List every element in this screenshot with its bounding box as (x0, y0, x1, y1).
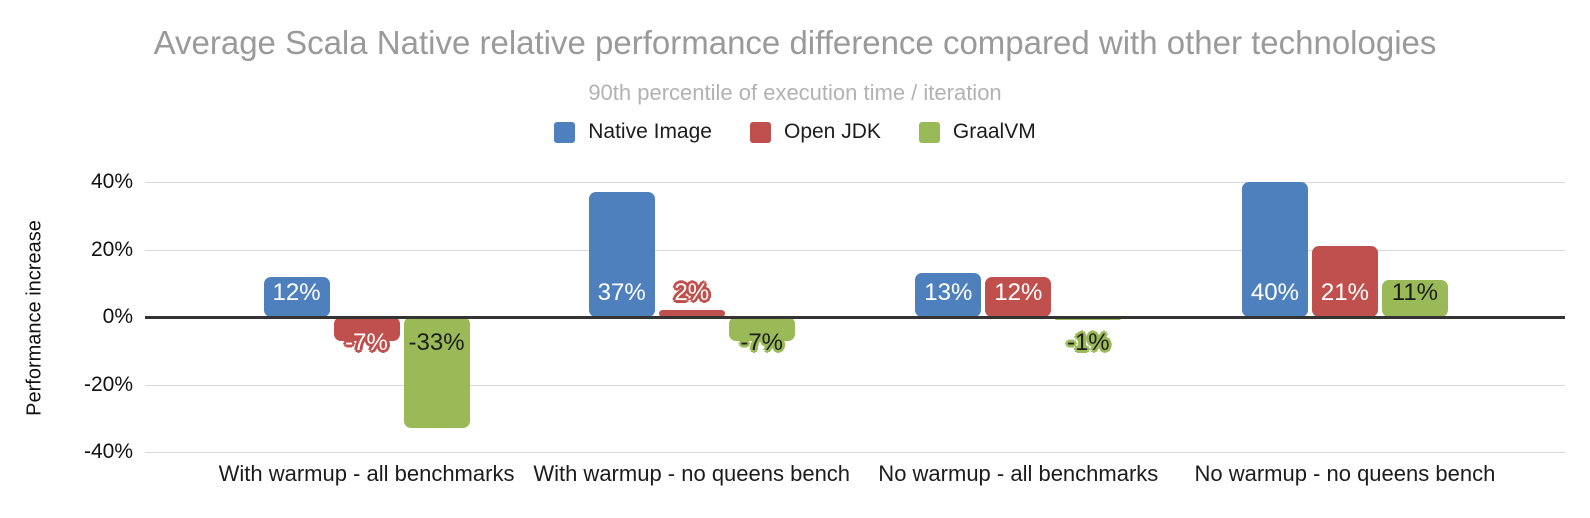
bar-group-0 (263, 182, 470, 453)
bar-slot (263, 182, 330, 453)
legend-item-2: GraalVM (918, 120, 1036, 144)
y-tick-label: 40% (90, 170, 133, 193)
bar-graalvm (728, 317, 795, 341)
bar-slot (588, 182, 655, 453)
plot-area: 40% 20% 0% -20% -40% 12% -7% -33% 37% 2% -7% 13% 12%… (84, 171, 1565, 463)
bar-value-label: 21% (1320, 279, 1369, 306)
bar-value-label: 12% (994, 279, 1043, 306)
bar-native-image (588, 192, 655, 317)
bar-graalvm (1381, 279, 1448, 317)
bar-value-label: 37% (597, 279, 646, 306)
legend-swatch-icon (554, 121, 576, 143)
bar-slot (658, 182, 725, 453)
bar-slot (915, 182, 982, 453)
chart-subtitle: 90th percentile of execution time / iter… (588, 80, 1002, 105)
bar-slot (985, 182, 1052, 453)
bar-open-jdk (658, 310, 725, 317)
x-category-label: With warmup - no queens bench (533, 461, 851, 486)
bar-slot (333, 182, 400, 453)
bar-value-label: -33% (408, 329, 465, 356)
bar-value-label: 40% (1250, 279, 1299, 306)
legend-item-0: Native Image (554, 120, 712, 144)
zero-axis-line (145, 316, 1565, 319)
bar-value-label: 12% (272, 279, 321, 306)
gridline (145, 385, 1565, 386)
bar-native-image (1241, 182, 1308, 317)
bar-open-jdk (333, 317, 400, 341)
gridline (145, 452, 1565, 453)
bar-value-label: -7% (345, 329, 388, 356)
bar-slot (728, 182, 795, 453)
legend-label: Open JDK (783, 120, 881, 143)
legend: Native Image Open JDK GraalVM (0, 120, 1590, 144)
legend-swatch-icon (749, 121, 771, 143)
bar-native-image (263, 276, 330, 317)
bar-slot (1381, 182, 1448, 453)
x-category-label: No warmup - all benchmarks (878, 461, 1159, 486)
bar-slot (1311, 182, 1378, 453)
gridline (145, 182, 1565, 183)
bar-value-label: 13% (924, 279, 973, 306)
bar-graalvm (403, 317, 470, 429)
x-category-label: With warmup - all benchmarks (218, 461, 515, 486)
y-tick-label: 20% (90, 238, 133, 261)
legend-swatch-icon (918, 121, 940, 143)
bar-open-jdk (985, 276, 1052, 317)
x-category-label: No warmup - no queens bench (1194, 461, 1496, 486)
bar-group-1 (588, 182, 795, 453)
bar-value-label: -7% (740, 329, 784, 356)
y-tick-label: -20% (83, 373, 133, 396)
x-axis-labels: With warmup - all benchmarks With warmup … (145, 461, 1565, 491)
legend-item-1: Open JDK (749, 120, 881, 144)
bar-value-label: 11% (1391, 279, 1439, 306)
bar-slot (403, 182, 470, 453)
bar-group-3 (1241, 182, 1448, 453)
chart-title: Average Scala Native relative performanc… (153, 24, 1437, 61)
legend-label: Native Image (588, 120, 712, 143)
y-axis-title: Performance increase (23, 220, 46, 416)
bar-value-label: -1% (1066, 329, 1110, 356)
gridline (145, 250, 1565, 251)
bar-native-image (915, 273, 982, 317)
y-tick-label: 0% (102, 305, 133, 328)
bar-open-jdk (1311, 246, 1378, 317)
legend-label: GraalVM (952, 120, 1036, 143)
bar-value-label: 2% (674, 279, 710, 306)
bar-slot (1241, 182, 1308, 453)
y-tick-label: -40% (83, 440, 133, 463)
